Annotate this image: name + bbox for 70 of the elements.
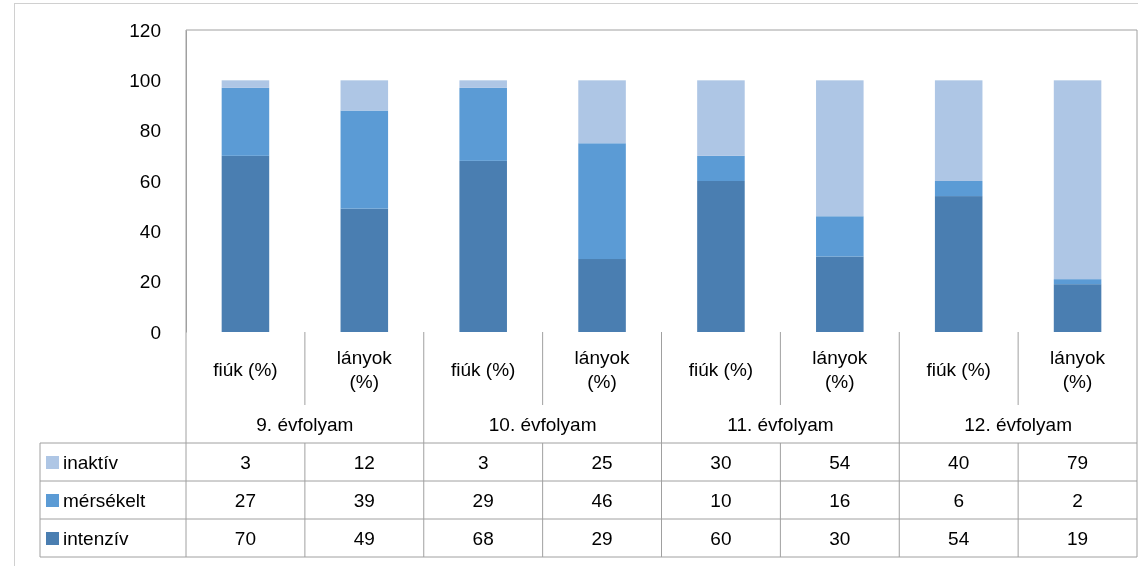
y-tick-label: 120 <box>129 19 161 41</box>
bar <box>459 87 507 161</box>
data-label: 54 <box>948 528 970 549</box>
data-label: 3 <box>477 452 489 473</box>
x-tick-label: fiúk (%) <box>450 358 516 380</box>
bar <box>1053 80 1102 280</box>
data-label: 19 <box>1066 528 1089 549</box>
data-label: 49 <box>353 528 375 549</box>
y-tick-label: 20 <box>139 271 161 293</box>
y-tick-label: 0 <box>150 321 161 343</box>
text: 12. évfolyam <box>964 414 1072 435</box>
bar <box>221 80 270 88</box>
data-label: 29 <box>591 528 613 549</box>
data-label: 30 <box>829 528 851 549</box>
data-label: 54 <box>829 452 851 473</box>
data-label: 16 <box>829 490 851 511</box>
y-tick-label: 60 <box>139 170 161 192</box>
text: 10. évfolyam <box>488 414 597 435</box>
bar <box>340 110 389 209</box>
data-label: 25 <box>591 452 613 473</box>
bar <box>934 196 983 332</box>
bar <box>459 80 507 88</box>
y-tick-label: 80 <box>139 120 161 142</box>
data-label: 12 <box>353 452 375 473</box>
bar <box>697 181 745 332</box>
x-tick-label: lányok (%) <box>812 346 868 392</box>
bar <box>816 80 864 217</box>
text: 11. évfolyam <box>727 414 834 435</box>
data-label: 27 <box>234 490 257 511</box>
bar <box>340 208 389 332</box>
bar <box>340 80 389 111</box>
bar <box>816 216 864 257</box>
bar <box>578 143 626 260</box>
legend-label: inaktív <box>63 452 119 473</box>
text: 9. évfolyam <box>256 414 354 435</box>
x-tick-label: fiúk (%) <box>688 358 754 380</box>
bar <box>1053 279 1102 285</box>
data-label: 30 <box>710 452 732 473</box>
x-tick-label: lányok (%) <box>1050 346 1106 392</box>
legend-label: intenzív <box>63 528 129 549</box>
data-label: 10 <box>710 490 732 511</box>
bar <box>578 80 626 144</box>
data-label: 2 <box>1072 490 1083 511</box>
data-label: 60 <box>710 528 732 549</box>
bar <box>221 155 270 332</box>
x-tick-label: lányok (%) <box>574 346 631 392</box>
data-label: 3 <box>240 452 251 473</box>
data-label: 68 <box>472 528 494 549</box>
data-label: 70 <box>234 528 257 549</box>
data-label: 46 <box>591 490 613 511</box>
bar <box>934 181 983 197</box>
bar <box>697 80 745 156</box>
bar <box>934 80 983 181</box>
data-label: 79 <box>1066 452 1089 473</box>
bar <box>221 87 270 156</box>
x-tick-label: fiúk (%) <box>926 358 991 380</box>
data-label: 40 <box>948 452 970 473</box>
data-label: 29 <box>472 490 494 511</box>
bar <box>697 155 745 181</box>
legend-label: mérsékelt <box>63 490 147 511</box>
bar <box>459 160 507 332</box>
data-label: 39 <box>353 490 375 511</box>
data-label: 6 <box>953 490 964 511</box>
x-tick-label: fiúk (%) <box>213 358 278 380</box>
bar <box>578 259 626 332</box>
y-tick-label: 40 <box>139 220 161 242</box>
y-tick-label: 100 <box>129 69 161 91</box>
x-tick-label: lányok (%) <box>336 346 393 392</box>
bar <box>816 256 864 332</box>
bar <box>1053 284 1102 332</box>
